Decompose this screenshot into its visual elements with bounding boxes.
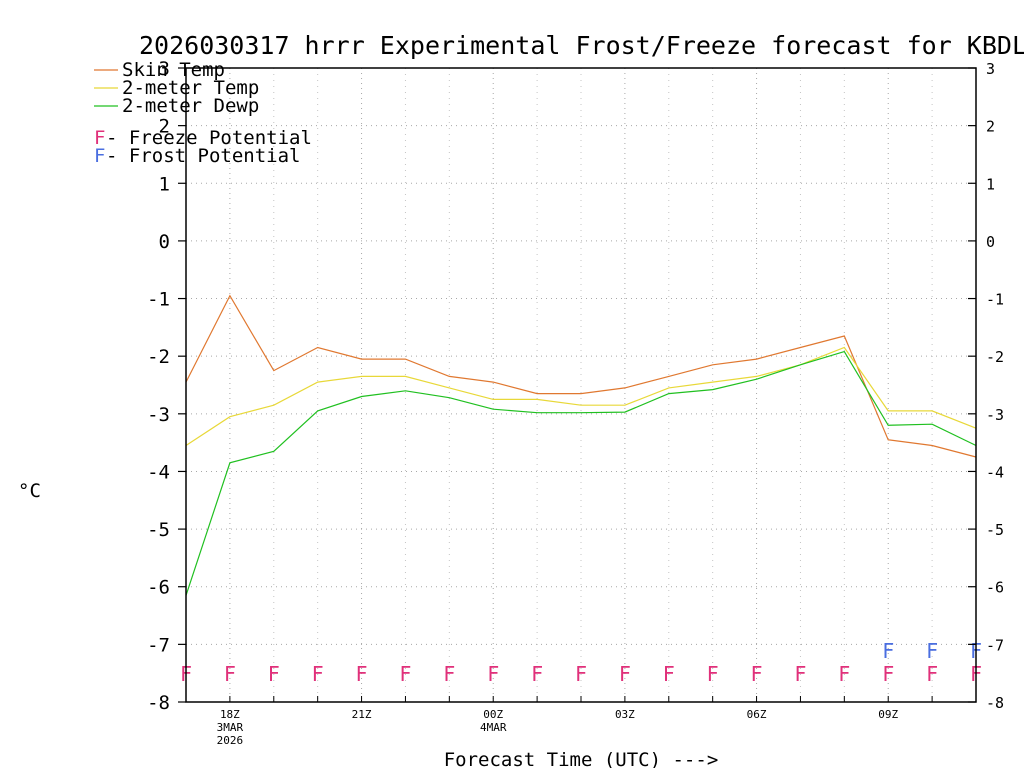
legend-label: 2-meter Dewp bbox=[122, 95, 259, 117]
x-tick-label-line: 00Z bbox=[483, 708, 503, 721]
x-tick-label: 00Z 4MAR bbox=[480, 708, 507, 734]
freeze-potential-marker: F bbox=[224, 662, 236, 686]
freeze-potential-marker: F bbox=[575, 662, 587, 686]
freeze-potential-marker: F bbox=[356, 662, 368, 686]
y-tick-label-right: -2 bbox=[986, 348, 1004, 366]
series-line-2-meter-dewp bbox=[185, 350, 977, 596]
y-tick-label: 3 bbox=[159, 58, 170, 80]
x-tick-label: 06Z bbox=[747, 708, 767, 721]
freeze-potential-marker: F bbox=[751, 662, 763, 686]
plot-frame bbox=[185, 67, 977, 703]
y-tick-label-right: 1 bbox=[986, 175, 995, 193]
x-tick-label: 18Z 3MAR 2026 bbox=[217, 708, 244, 747]
y-tick-label-right: 0 bbox=[986, 233, 995, 251]
y-tick-label-right: -3 bbox=[986, 406, 1004, 424]
y-tick-label: -4 bbox=[147, 461, 170, 483]
y-axis-right: -8 -7 -6 -5 -4 -3 -2 -1 0 1 2 3 bbox=[968, 60, 1004, 712]
freeze-potential-marker: F bbox=[707, 662, 719, 686]
freeze-potential-marker: F bbox=[838, 662, 850, 686]
frost-potential-marker: F bbox=[926, 639, 938, 663]
y-tick-label: -5 bbox=[147, 519, 170, 541]
y-tick-label: -8 bbox=[147, 692, 170, 714]
y-tick-label: 0 bbox=[159, 231, 170, 253]
freeze-potential-marker: F bbox=[794, 662, 806, 686]
x-tick-label: 09Z bbox=[878, 708, 898, 721]
series-line-skin-temp bbox=[185, 294, 977, 458]
x-tick-label-line: 06Z bbox=[747, 708, 767, 721]
freeze-potential-marker: F bbox=[619, 662, 631, 686]
y-tick-label-right: 2 bbox=[986, 118, 995, 136]
series-line-2-meter-temp bbox=[185, 346, 977, 447]
x-tick-label: 21Z bbox=[352, 708, 372, 721]
y-tick-label-right: -1 bbox=[986, 291, 1004, 309]
x-axis-label: Forecast Time (UTC) ---> bbox=[444, 749, 719, 768]
freeze-potential-marker: F bbox=[882, 662, 894, 686]
y-tick-label: -6 bbox=[147, 577, 170, 599]
legend-flag-label: - Frost Potential bbox=[106, 145, 300, 167]
legend-flag-label: - Freeze Potential bbox=[106, 127, 312, 149]
y-tick-label-right: -5 bbox=[986, 521, 1004, 539]
y-tick-label-right: 3 bbox=[986, 60, 995, 78]
x-tick-label-line: 2026 bbox=[217, 734, 244, 747]
freeze-potential-marker: F bbox=[312, 662, 324, 686]
y-tick-label: 2 bbox=[159, 116, 170, 138]
x-tick-label-line: 03Z bbox=[615, 708, 635, 721]
freeze-potential-marker: F bbox=[443, 662, 455, 686]
y-tick-label: -7 bbox=[147, 634, 170, 656]
x-tick-label: 03Z bbox=[615, 708, 635, 721]
y-tick-label: 1 bbox=[159, 173, 170, 195]
potential-flags: F F F F F F F F F F F F F F F F F F FF F F bbox=[180, 639, 982, 686]
freeze-potential-marker: F bbox=[268, 662, 280, 686]
chart-title: 2026030317 hrrr Experimental Frost/Freez… bbox=[139, 31, 1024, 60]
legend-label: 2-meter Temp bbox=[122, 77, 259, 99]
freeze-potential-marker: F bbox=[531, 662, 543, 686]
x-tick-label-line: 09Z bbox=[878, 708, 898, 721]
legend-flag-symbol: F bbox=[94, 145, 105, 167]
x-axis: 18Z 3MAR 2026 21Z 00Z 4MAR 03Z 06Z 09Z bbox=[185, 696, 977, 747]
y-tick-label: -1 bbox=[147, 289, 170, 311]
freeze-potential-marker: F bbox=[487, 662, 499, 686]
freeze-potential-marker: F bbox=[399, 662, 411, 686]
grid-lines bbox=[185, 68, 977, 702]
y-tick-label-right: -7 bbox=[986, 636, 1004, 654]
legend-flag-symbol: F bbox=[94, 127, 105, 149]
legend-label: Skin Temp bbox=[122, 59, 225, 81]
frost-potential-marker: F bbox=[882, 639, 894, 663]
y-tick-label: -3 bbox=[147, 404, 170, 426]
y-axis-label: °C bbox=[18, 480, 41, 502]
y-tick-label: -2 bbox=[147, 346, 170, 368]
y-tick-label-right: -4 bbox=[986, 463, 1004, 481]
y-tick-label-right: -8 bbox=[986, 694, 1004, 712]
freeze-potential-marker: F bbox=[926, 662, 938, 686]
y-axis-left: -8 -7 -6 -5 -4 -3 -2 -1 0 1 2 3 bbox=[147, 58, 186, 714]
x-tick-label-line: 3MAR bbox=[217, 721, 244, 734]
y-tick-label-right: -6 bbox=[986, 579, 1004, 597]
x-tick-label-line: 18Z bbox=[220, 708, 240, 721]
x-tick-label-line: 4MAR bbox=[480, 721, 507, 734]
x-tick-label-line: 21Z bbox=[352, 708, 372, 721]
freeze-potential-marker: F bbox=[663, 662, 675, 686]
series-layer bbox=[185, 294, 977, 596]
